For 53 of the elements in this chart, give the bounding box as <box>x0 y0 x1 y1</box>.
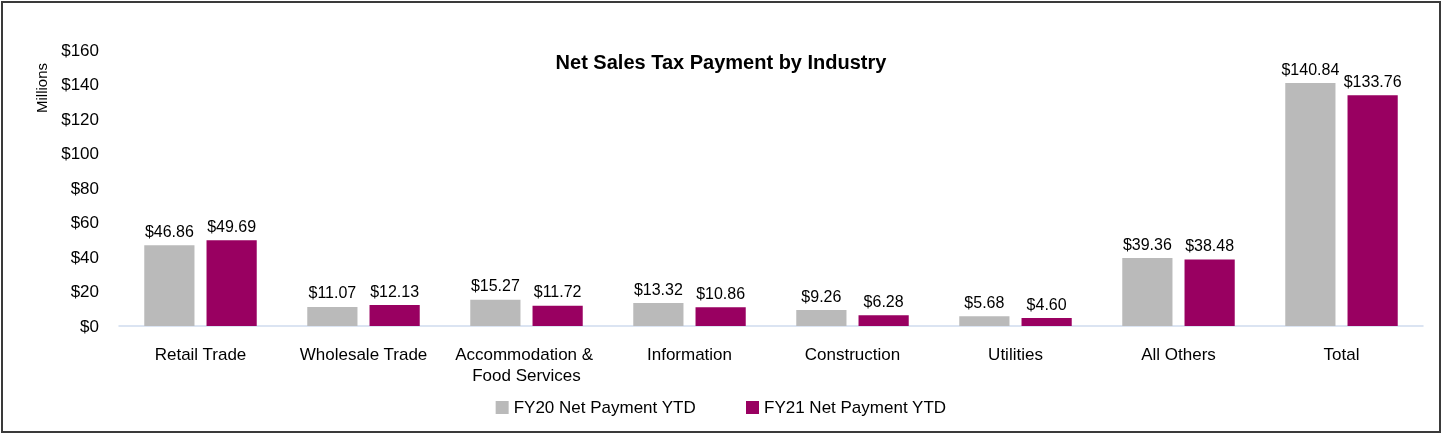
data-label: $38.48 <box>1185 237 1235 255</box>
data-label: $133.76 <box>1343 72 1402 90</box>
x-tick-label: Retail Trade <box>154 345 247 364</box>
bar <box>858 315 909 326</box>
legend-label: FY21 Net Payment YTD <box>764 398 947 417</box>
data-label: $6.28 <box>863 292 904 310</box>
y-tick-label: $160 <box>61 40 99 60</box>
bar <box>1122 258 1173 326</box>
data-label: $10.86 <box>696 284 746 302</box>
bar <box>1285 83 1336 326</box>
data-label: $140.84 <box>1281 60 1340 78</box>
data-label: $49.69 <box>207 217 257 235</box>
chart-title: Net Sales Tax Payment by Industry <box>555 51 888 73</box>
data-label: $39.36 <box>1122 235 1172 253</box>
x-tick-label: Utilities <box>988 345 1043 364</box>
x-tick-label: Accommodation & Food Services <box>455 345 598 385</box>
data-label: $12.13 <box>370 282 420 300</box>
y-tick-label: $40 <box>70 247 99 267</box>
bar <box>532 305 583 326</box>
x-tick-label: All Others <box>1141 345 1216 364</box>
y-axis-title: Millions <box>32 62 50 114</box>
bar <box>1347 95 1398 326</box>
y-tick-label: $60 <box>70 213 99 232</box>
bar <box>1021 318 1072 326</box>
bar <box>633 303 684 326</box>
bar <box>695 307 746 326</box>
data-label: $46.86 <box>144 222 194 240</box>
data-label: $15.27 <box>470 277 520 295</box>
y-tick-label: $140 <box>61 75 99 94</box>
x-tick-label: Total <box>1323 345 1360 364</box>
x-tick-label: Information <box>646 345 733 364</box>
data-label: $11.72 <box>533 283 582 301</box>
y-tick-label: $100 <box>61 144 99 163</box>
legend-label: FY20 Net Payment YTD <box>513 398 696 417</box>
x-tick-label: Wholesale Trade <box>299 345 428 364</box>
bar <box>1184 259 1235 326</box>
y-tick-label: $20 <box>70 282 99 301</box>
y-tick-label: $120 <box>61 109 99 129</box>
data-label: $5.68 <box>964 293 1005 311</box>
bar <box>796 310 847 326</box>
bar <box>470 299 521 326</box>
bar <box>959 316 1010 326</box>
data-label: $4.60 <box>1026 295 1067 313</box>
x-tick-label: Construction <box>804 345 901 364</box>
y-tick-label: $0 <box>80 316 99 336</box>
bar <box>369 305 420 326</box>
data-label: $9.26 <box>801 287 842 305</box>
data-label: $11.07 <box>308 284 357 302</box>
data-label: $13.32 <box>633 280 683 298</box>
y-tick-label: $80 <box>70 178 99 198</box>
bar <box>144 245 195 326</box>
bar <box>307 306 358 326</box>
bar <box>206 240 257 326</box>
